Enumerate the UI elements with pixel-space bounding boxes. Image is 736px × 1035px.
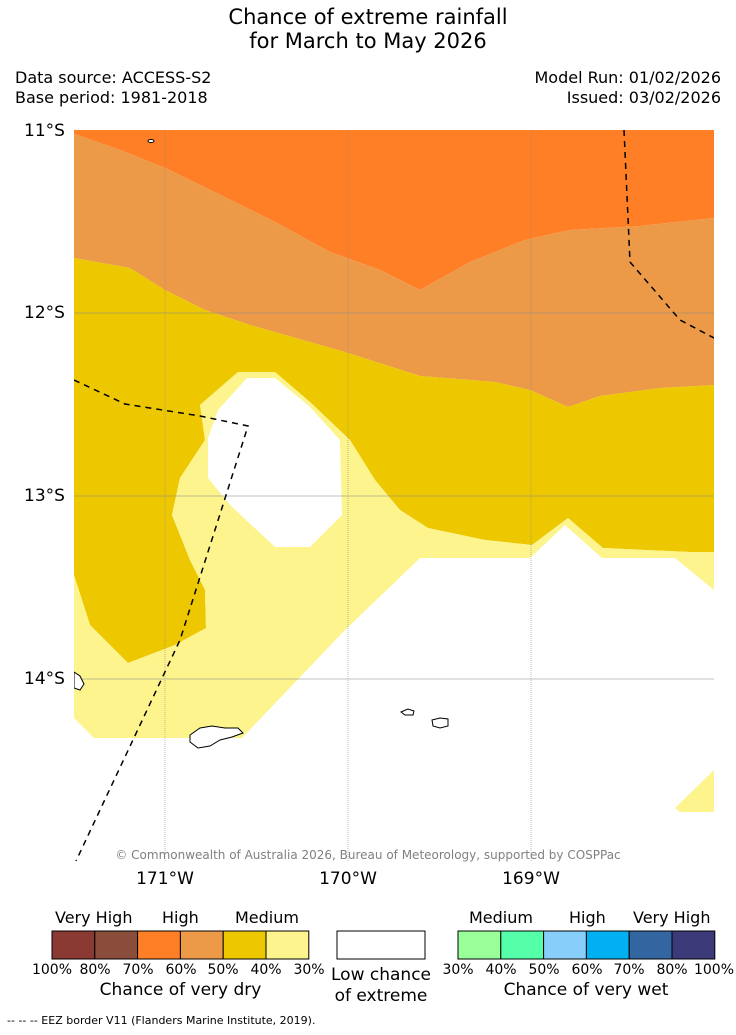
island-manua xyxy=(431,717,449,729)
legend-low-caption-2: of extreme xyxy=(334,986,428,1006)
legend-wet-header-high: High xyxy=(569,908,606,927)
legend-dry-swatch xyxy=(137,930,181,960)
eez-border-east xyxy=(623,130,714,339)
legend-wet-tick: 50% xyxy=(528,962,560,978)
island-swains xyxy=(147,139,155,143)
low-chance-area xyxy=(208,378,342,547)
model-run: Model Run: 01/02/2026 xyxy=(534,68,722,87)
legend-dry-swatch xyxy=(94,930,139,960)
legend-wet-swatch xyxy=(500,930,545,960)
very-high-dry-zone xyxy=(74,130,714,290)
lat-label-14s: 14°S xyxy=(24,669,65,689)
lat-label-11s: 11°S xyxy=(24,121,65,141)
legend-wet-tick: 60% xyxy=(571,962,603,978)
island-savaii-edge xyxy=(74,671,85,691)
legend-wet-tick: 80% xyxy=(656,962,688,978)
eez-footnote: -- -- -- EEZ border V11 (Flanders Marine… xyxy=(7,1014,316,1027)
legend-wet-caption: Chance of very wet xyxy=(503,980,669,1000)
island-upolu xyxy=(189,725,244,749)
legend-dry-caption: Chance of very dry xyxy=(99,980,262,1000)
issued-date: Issued: 03/02/2026 xyxy=(566,88,721,107)
lon-label-171w: 171°W xyxy=(136,869,194,889)
legend-dry-swatch xyxy=(222,930,267,960)
legend-wet-tick: 40% xyxy=(485,962,517,978)
legend-wet-swatch xyxy=(671,930,716,960)
legend-dry-swatch xyxy=(265,930,310,960)
legend-dry-tick: 50% xyxy=(207,962,239,978)
lat-label-12s: 12°S xyxy=(24,303,65,323)
legend-wet-bar xyxy=(457,930,716,960)
lon-label-169w: 169°W xyxy=(502,869,560,889)
legend-wet-tick: 100% xyxy=(693,962,735,978)
legend-wet-header-medium: Medium xyxy=(469,908,533,927)
lat-label-13s: 13°S xyxy=(24,486,65,506)
legend-dry-swatch xyxy=(51,930,96,960)
legend-wet-swatch xyxy=(543,930,587,960)
eez-border-west xyxy=(74,379,249,861)
legend-dry-tick: 30% xyxy=(293,962,325,978)
copyright-notice: © Commonwealth of Australia 2026, Bureau… xyxy=(115,848,621,862)
legend-wet-tick: 30% xyxy=(442,962,474,978)
legend-dry-tick: 60% xyxy=(165,962,197,978)
legend-dry-bar xyxy=(51,930,310,960)
legend-wet-tick: 70% xyxy=(613,962,645,978)
legend-wet-swatch xyxy=(628,930,673,960)
lon-label-170w: 170°W xyxy=(319,869,377,889)
legend-dry-header-very-high: Very High xyxy=(55,908,133,927)
title-line-1: Chance of extreme rainfall xyxy=(228,5,508,29)
island-tutuila xyxy=(400,708,415,716)
legend-dry-header-medium: Medium xyxy=(235,908,299,927)
legend-dry-tick: 70% xyxy=(122,962,154,978)
legend-wet-swatch xyxy=(457,930,502,960)
legend-dry-swatch xyxy=(179,930,224,960)
low-dry-patch xyxy=(675,770,714,812)
legend-low-caption-1: Low chance xyxy=(331,965,431,985)
legend-dry-header-high: High xyxy=(162,908,199,927)
legend-wet-swatch xyxy=(585,930,630,960)
legend-dry-tick: 80% xyxy=(79,962,111,978)
title-line-2: for March to May 2026 xyxy=(249,29,487,53)
legend-dry-tick: 40% xyxy=(250,962,282,978)
legend-wet-header-very-high: Very High xyxy=(633,908,711,927)
data-source: Data source: ACCESS-S2 xyxy=(15,68,212,87)
high-dry-zone xyxy=(74,134,714,407)
medium-dry-zone xyxy=(74,258,714,663)
legend-dry-tick: 100% xyxy=(31,962,73,978)
base-period: Base period: 1981-2018 xyxy=(15,88,208,107)
legend-low-box xyxy=(336,930,426,960)
